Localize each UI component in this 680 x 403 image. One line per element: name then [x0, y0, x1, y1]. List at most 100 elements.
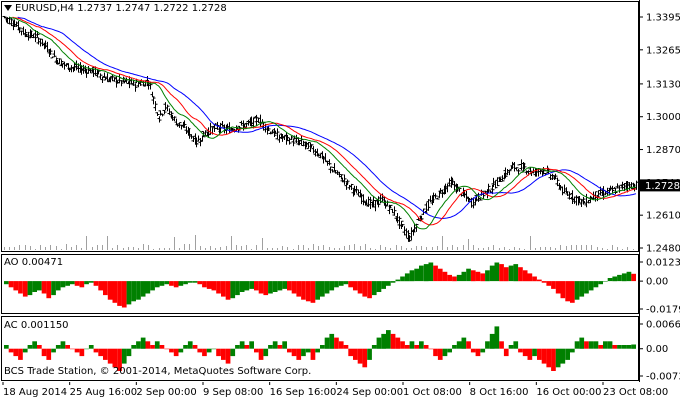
ao-bar	[593, 281, 599, 288]
ohlc-bar	[522, 162, 527, 170]
ao-bar	[447, 274, 452, 282]
ao-bar	[103, 281, 108, 296]
ao-bar	[518, 267, 523, 282]
price-tick-label: 1.3265	[646, 45, 680, 56]
ao-bar	[211, 281, 217, 291]
ao-bar	[192, 281, 198, 283]
ac-bar	[8, 348, 14, 353]
ao-bar	[362, 281, 368, 297]
ao-bar	[338, 281, 344, 286]
ao-bar	[230, 281, 236, 299]
price-tick-label: 1.3395	[646, 13, 680, 24]
ac-bar	[164, 348, 170, 350]
ac-bar	[390, 333, 396, 349]
ohlc-bar	[577, 196, 582, 202]
ac-bar	[518, 348, 523, 353]
ac-bar	[480, 348, 486, 353]
ac-bar	[522, 348, 528, 357]
ac-bar	[419, 341, 424, 349]
ao-bar	[18, 281, 23, 294]
price-chart-svg[interactable]: 1.33951.32651.31301.30001.28701.27401.26…	[0, 0, 680, 255]
ao-bar	[409, 270, 415, 282]
ao-tick-label: -0.01798	[646, 305, 680, 316]
ac-bar	[551, 348, 556, 371]
ao-bar	[112, 281, 118, 303]
ao-bar	[603, 281, 608, 282]
ao-bar	[621, 273, 627, 282]
ohlc-bar	[407, 235, 412, 242]
ao-bar	[456, 274, 462, 282]
ohlc-bar	[309, 144, 314, 148]
ao-bar	[631, 273, 636, 282]
ac-bar	[239, 341, 245, 349]
ao-bar	[154, 281, 160, 288]
ao-bar	[466, 268, 471, 282]
time-tick-label: 24 Sep 00:00	[336, 387, 403, 398]
price-pane[interactable]: 1.33951.32651.31301.30001.28701.27401.26…	[0, 0, 680, 255]
ao-chart-svg[interactable]: 0.01234 0.00 -0.01798	[0, 253, 680, 316]
ac-pane[interactable]: 0.006653 0.00 -0.00733 AC 0.001150 BCS Tra…	[0, 315, 680, 383]
ao-bar	[508, 265, 514, 282]
ac-bar	[150, 345, 155, 349]
ao-bar	[570, 281, 575, 303]
ao-bar	[324, 281, 330, 294]
ac-bar	[296, 348, 302, 360]
ac-bar	[131, 345, 136, 349]
ac-bar	[414, 345, 419, 349]
ac-bar	[386, 330, 391, 349]
ao-bar	[560, 281, 566, 299]
ac-chart-svg[interactable]: 0.006653 0.00 -0.00733	[0, 315, 680, 383]
ac-bar	[376, 337, 382, 349]
ao-bar	[150, 281, 155, 291]
ao-bar	[46, 281, 52, 299]
ac-bar	[541, 348, 547, 364]
ac-bar	[381, 333, 386, 349]
ao-tick-label: 0.00	[646, 277, 668, 288]
ohlc-bar	[50, 56, 55, 59]
ac-bar	[22, 348, 28, 353]
ao-bar	[258, 281, 264, 294]
ac-bar	[461, 337, 467, 349]
ac-bar	[70, 348, 75, 350]
ao-bar	[414, 268, 419, 282]
ohlc-bar	[9, 17, 14, 27]
ac-bar	[79, 348, 85, 357]
ac-bar	[287, 348, 292, 353]
ac-bar	[626, 345, 632, 349]
ac-bar	[631, 344, 636, 349]
ac-tick-label: 0.00	[646, 344, 668, 355]
ac-bar	[126, 348, 132, 357]
ac-bar	[103, 348, 108, 360]
ohlc-bar	[285, 134, 290, 142]
ao-bar	[291, 281, 297, 294]
teeth-line	[12, 16, 637, 226]
ac-axis-ticks: 0.006653 0.00 -0.00733	[639, 320, 680, 383]
ao-pane[interactable]: 0.01234 0.00 -0.01798 AO 0.00471	[0, 253, 680, 316]
ao-bar	[4, 281, 9, 285]
ao-bar	[98, 281, 103, 291]
ac-bar	[456, 341, 462, 349]
ohlc-bar	[272, 128, 277, 138]
time-axis-svg: 18 Aug 2014 25 Aug 16:00 2 Sep 00:00 9 Sep …	[2, 382, 668, 398]
ao-bar	[79, 281, 85, 288]
ohlc-bar	[327, 159, 332, 166]
current-price-tag-label: 1.2728	[645, 181, 680, 192]
ao-bar	[13, 281, 19, 291]
ac-bar	[485, 341, 490, 349]
ao-bar	[216, 281, 221, 294]
ohlc-bar	[528, 166, 533, 173]
ac-bar	[532, 348, 537, 357]
ao-bar	[452, 276, 457, 282]
symbol-header[interactable]: EURUSD,H4 1.2737 1.2747 1.2722 1.2728	[4, 3, 227, 14]
ao-bar	[390, 281, 396, 283]
ohlc-bar	[194, 137, 199, 148]
ao-histogram	[4, 262, 636, 308]
ac-bar	[254, 348, 259, 353]
ac-bar	[55, 345, 61, 349]
triangle-down-icon[interactable]	[4, 5, 12, 11]
ac-bar	[65, 345, 70, 349]
ac-bar	[235, 345, 240, 349]
ac-bar	[183, 345, 188, 349]
ao-bar	[419, 265, 424, 282]
